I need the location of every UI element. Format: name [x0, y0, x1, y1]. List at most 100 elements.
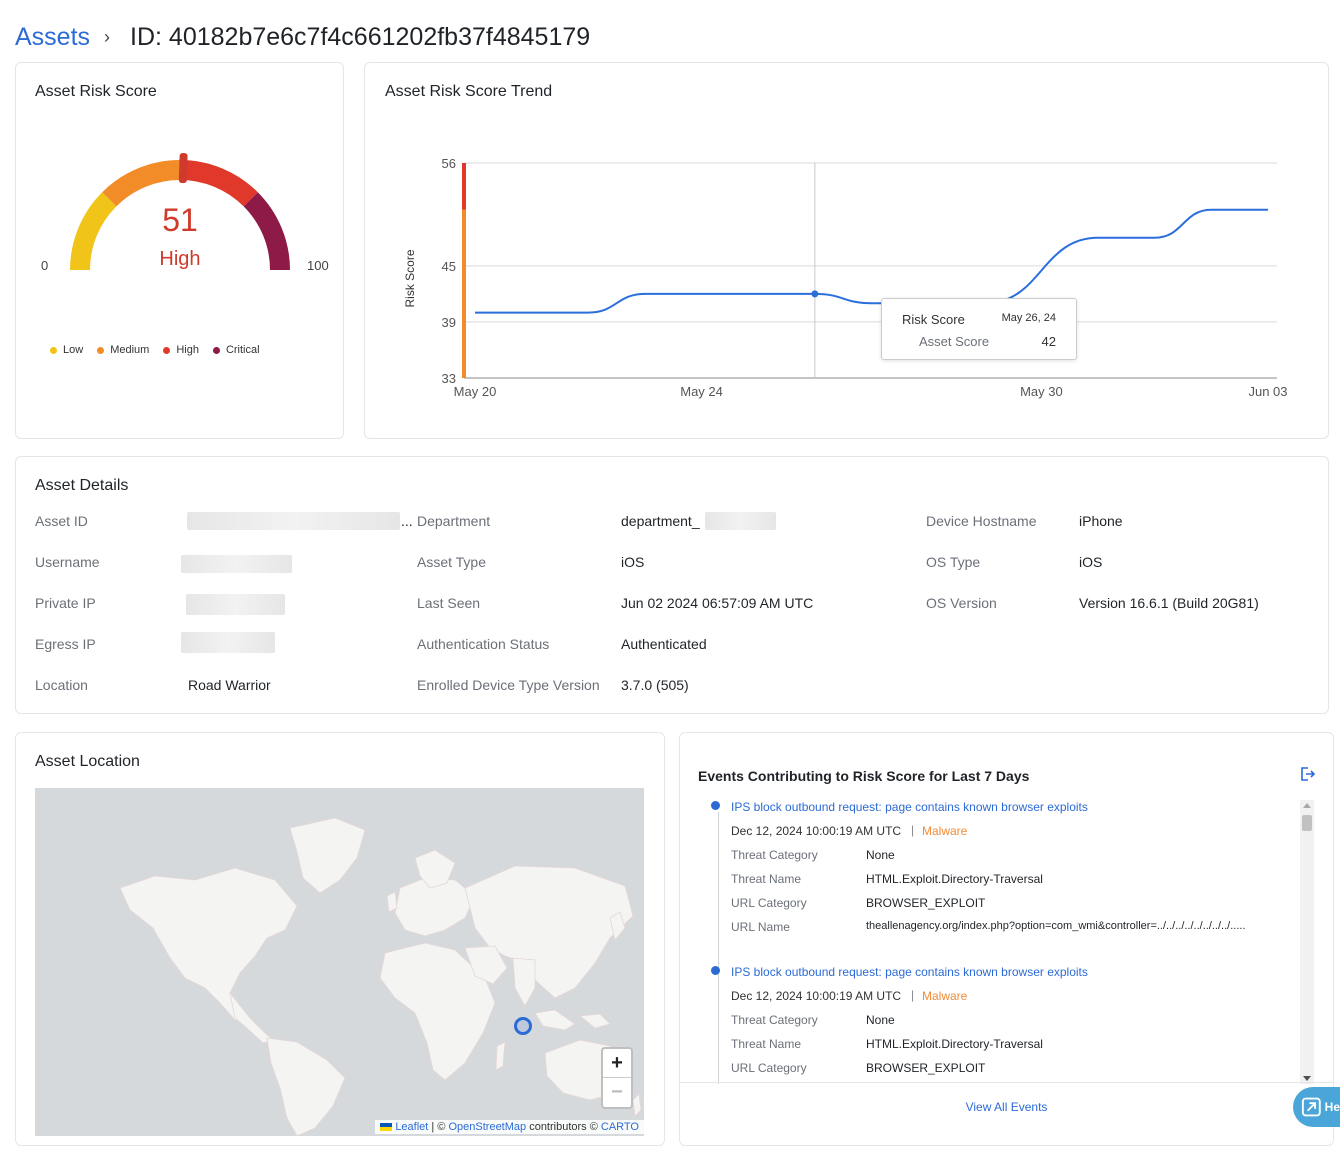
tooltip-series: Asset Score	[919, 334, 990, 349]
help-icon	[1301, 1097, 1321, 1117]
redacted-username	[181, 555, 292, 573]
event-1-field-value: BROWSER_EXPLOIT	[866, 896, 986, 910]
detail-label-private-ip: Private IP	[35, 595, 96, 611]
detail-label-username: Username	[35, 554, 100, 570]
events-scrollbar[interactable]	[1300, 800, 1314, 1084]
risk-score-line	[474, 208, 1268, 314]
detail-label-os-type: OS Type	[926, 554, 981, 570]
tooltip-date: May 26, 24	[1001, 312, 1056, 324]
zoom-out-button[interactable]: −	[611, 1081, 623, 1103]
event-1-field-value: None	[866, 848, 895, 862]
map-attribution: Leaflet | © OpenStreetMap contributors ©…	[375, 1120, 644, 1134]
event-1-field-label: URL Category	[731, 896, 807, 910]
breadcrumb-assets-link[interactable]: Assets	[15, 22, 91, 51]
legend-item-low: Low	[50, 344, 83, 356]
trend-title: Asset Risk Score Trend	[385, 83, 553, 100]
event-2-date: Dec 12, 2024 10:00:19 AM UTC	[731, 989, 902, 1003]
detail-value-os-version: Version 16.6.1 (Build 20G81)	[1079, 595, 1259, 611]
redacted-egress-ip	[181, 632, 275, 653]
severity-band-high	[462, 163, 466, 210]
legend-item-high: High	[163, 344, 199, 356]
leaflet-link[interactable]: Leaflet	[395, 1121, 429, 1133]
event-2-title[interactable]: IPS block outbound request: page contain…	[731, 965, 1088, 979]
detail-label-egress-ip: Egress IP	[35, 636, 96, 652]
event-2-field-value: None	[866, 1013, 895, 1027]
detail-value-department: department_	[621, 513, 700, 529]
tooltip-title: Risk Score	[902, 312, 965, 327]
legend-item-medium: Medium	[97, 344, 149, 356]
detail-value-hostname: iPhone	[1079, 513, 1123, 529]
asset-location-title: Asset Location	[35, 753, 140, 770]
world-map-tiles	[119, 817, 642, 1136]
severity-band-medium	[462, 209, 466, 378]
event-1-separator: |	[911, 823, 915, 837]
export-icon[interactable]	[1300, 767, 1316, 781]
detail-label-last-seen: Last Seen	[417, 595, 481, 611]
legend-dot-medium	[97, 346, 105, 354]
redacted-department	[705, 512, 776, 530]
legend-label-low: Low	[63, 344, 84, 356]
risk-score-title: Asset Risk Score	[35, 83, 157, 100]
risk-score-card	[15, 62, 344, 439]
gauge-band-low	[70, 192, 117, 270]
trend-card	[364, 62, 1329, 439]
detail-value-asset-id: ...	[401, 513, 413, 529]
legend-label-critical: Critical	[225, 344, 260, 356]
detail-value-asset-type: iOS	[621, 554, 645, 570]
detail-label-asset-type: Asset Type	[417, 554, 487, 570]
event-1-field-label: Threat Category	[731, 848, 818, 862]
scroll-down-arrow-icon[interactable]	[1303, 1076, 1311, 1081]
x-tick-label: May 24	[680, 384, 723, 399]
gauge-max-label: 100	[307, 258, 329, 273]
risk-gauge	[70, 153, 290, 270]
redacted-asset-id	[187, 512, 400, 530]
events-timeline-line	[718, 812, 719, 1084]
risk-score-value: 51	[162, 202, 198, 238]
ukraine-flag-icon	[380, 1123, 393, 1132]
event-2-field-value: HTML.Exploit.Directory-Traversal	[866, 1037, 1043, 1051]
scroll-up-arrow-icon[interactable]	[1303, 803, 1311, 808]
detail-value-location: Road Warrior	[188, 677, 271, 693]
event-1-title[interactable]: IPS block outbound request: page contain…	[731, 800, 1088, 814]
tooltip-value: 42	[1041, 334, 1056, 349]
legend-dot-critical	[212, 346, 220, 354]
y-axis-label: Risk Score	[403, 249, 417, 307]
detail-label-hostname: Device Hostname	[926, 513, 1037, 529]
breadcrumb: Assets › ID: 40182b7e6c7f4c661202fb37f48…	[15, 22, 590, 52]
asset-location-marker[interactable]	[514, 1017, 532, 1035]
detail-label-asset-id: Asset ID	[35, 513, 88, 529]
help-floating-button[interactable]: He	[1293, 1087, 1340, 1127]
y-tick-label: 39	[442, 315, 456, 330]
event-1-field-label: URL Name	[731, 920, 790, 934]
detail-value-auth-status: Authenticated	[621, 636, 707, 652]
gauge-min-label: 0	[41, 258, 49, 273]
carto-link[interactable]: CARTO	[600, 1121, 639, 1133]
gauge-needle-marker	[178, 153, 188, 184]
x-tick-label: May 20	[454, 384, 497, 399]
event-2-field-label: URL Category	[731, 1061, 807, 1075]
events-footer-divider	[680, 1082, 1333, 1083]
x-tick-label: Jun 03	[1248, 384, 1287, 399]
attribution-sep: | ©	[428, 1121, 449, 1133]
gauge-band-high	[180, 160, 258, 207]
gauge-band-medium	[102, 160, 180, 207]
detail-value-os-type: iOS	[1079, 554, 1103, 570]
view-all-events-link[interactable]: View All Events	[965, 1100, 1048, 1114]
x-tick-label: May 30	[1020, 384, 1063, 399]
event-2-tag: Malware	[922, 989, 968, 1003]
attribution-contributors: contributors ©	[526, 1121, 601, 1133]
legend-dot-low	[50, 346, 57, 354]
event-1-timeline-dot	[711, 801, 720, 810]
legend-label-high: High	[176, 344, 199, 356]
detail-value-last-seen: Jun 02 2024 06:57:09 AM UTC	[621, 595, 814, 611]
legend-label-medium: Medium	[110, 344, 150, 356]
event-2-field-label: Threat Category	[731, 1013, 818, 1027]
zoom-in-button[interactable]: +	[603, 1049, 631, 1078]
gauge-band-critical	[243, 192, 290, 270]
osm-link[interactable]: OpenStreetMap	[448, 1121, 527, 1133]
world-map[interactable]	[35, 788, 644, 1136]
events-title: Events Contributing to Risk Score for La…	[698, 768, 1030, 784]
scrollbar-thumb[interactable]	[1302, 815, 1312, 831]
chart-hover-point	[811, 290, 819, 298]
